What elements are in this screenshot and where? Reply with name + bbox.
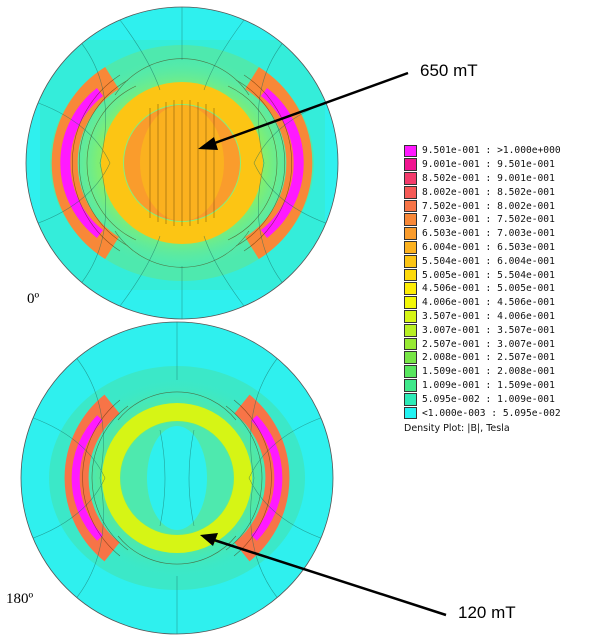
- plot-label-180deg: 180º: [6, 591, 34, 607]
- legend-entry: 5.095e-002 : 1.009e-001: [404, 392, 561, 406]
- legend-range-label: <1.000e-003 : 5.095e-002: [422, 407, 561, 419]
- legend-swatch: [404, 158, 417, 172]
- legend-range-label: 1.509e-001 : 2.008e-001: [422, 366, 555, 378]
- legend-swatch: [404, 323, 417, 337]
- legend-entry: 6.004e-001 : 6.503e-001: [404, 241, 561, 255]
- legend-swatch: [404, 296, 417, 310]
- legend-entry: 4.506e-001 : 5.005e-001: [404, 282, 561, 296]
- legend-range-label: 2.507e-001 : 3.007e-001: [422, 338, 555, 350]
- legend-entry: 3.507e-001 : 4.006e-001: [404, 310, 561, 324]
- legend-swatch: [404, 310, 417, 323]
- legend-caption: Density Plot: |B|, Tesla: [404, 422, 510, 434]
- legend-range-label: 6.004e-001 : 6.503e-001: [422, 241, 555, 253]
- legend-range-label: 8.502e-001 : 9.001e-001: [422, 172, 555, 184]
- legend-entry: 8.502e-001 : 9.001e-001: [404, 172, 561, 186]
- legend-entry: 2.008e-001 : 2.507e-001: [404, 351, 561, 365]
- legend-swatch: [404, 199, 417, 213]
- legend-entry: 2.507e-001 : 3.007e-001: [404, 337, 561, 351]
- legend-entry: 5.504e-001 : 6.004e-001: [404, 254, 561, 268]
- legend-swatch: [404, 144, 417, 158]
- legend-range-label: 5.504e-001 : 6.004e-001: [422, 255, 555, 267]
- legend-range-label: 5.095e-002 : 1.009e-001: [422, 393, 555, 405]
- legend-range-label: 9.501e-001 : >1.000e+000: [422, 145, 561, 157]
- legend-range-label: 7.003e-001 : 7.502e-001: [422, 214, 555, 226]
- legend-swatch: [404, 241, 417, 254]
- legend-range-label: 7.502e-001 : 8.002e-001: [422, 200, 555, 212]
- legend-swatch: [404, 392, 417, 406]
- legend-entry: 9.501e-001 : >1.000e+000: [404, 144, 561, 158]
- legend-swatch: [404, 227, 417, 241]
- legend-entry: 5.005e-001 : 5.504e-001: [404, 268, 561, 282]
- legend-range-label: 1.009e-001 : 1.509e-001: [422, 379, 555, 391]
- legend-entry: 4.006e-001 : 4.506e-001: [404, 296, 561, 310]
- legend-swatch: [404, 282, 417, 296]
- legend-entry: 7.003e-001 : 7.502e-001: [404, 213, 561, 227]
- legend-entry: 8.002e-001 : 8.502e-001: [404, 185, 561, 199]
- arrow-120mT: [200, 533, 447, 617]
- legend-entry: 7.502e-001 : 8.002e-001: [404, 199, 561, 213]
- legend-swatch: [404, 213, 417, 227]
- legend-range-label: 4.506e-001 : 5.005e-001: [422, 283, 555, 295]
- legend-range-label: 9.001e-001 : 9.501e-001: [422, 159, 555, 171]
- legend-swatch: [404, 379, 417, 392]
- legend-entry: 3.007e-001 : 3.507e-001: [404, 323, 561, 337]
- legend-swatch: [404, 337, 417, 351]
- legend-entry: 6.503e-001 : 7.003e-001: [404, 227, 561, 241]
- legend-swatch: [404, 172, 417, 185]
- legend-range-label: 3.507e-001 : 4.006e-001: [422, 310, 555, 322]
- legend-range-label: 5.005e-001 : 5.504e-001: [422, 269, 555, 281]
- legend-swatch: [404, 268, 417, 282]
- density-legend: 9.501e-001 : >1.000e+000 9.001e-001 : 9.5…: [404, 144, 561, 434]
- legend-swatch: [404, 254, 417, 268]
- legend-entry: 1.009e-001 : 1.509e-001: [404, 379, 561, 393]
- legend-entry: 1.509e-001 : 2.008e-001: [404, 365, 561, 379]
- legend-range-label: 8.002e-001 : 8.502e-001: [422, 186, 555, 198]
- legend-range-label: 2.008e-001 : 2.507e-001: [422, 352, 555, 364]
- plot-label-0deg: 0º: [27, 291, 40, 307]
- legend-range-label: 4.006e-001 : 4.506e-001: [422, 297, 555, 309]
- legend-rows: 9.501e-001 : >1.000e+000 9.001e-001 : 9.5…: [404, 144, 561, 420]
- legend-range-label: 6.503e-001 : 7.003e-001: [422, 228, 555, 240]
- legend-swatch: [404, 365, 417, 379]
- legend-swatch: [404, 351, 417, 365]
- legend-range-label: 3.007e-001 : 3.507e-001: [422, 324, 555, 336]
- legend-entry: 9.001e-001 : 9.501e-001: [404, 158, 561, 172]
- legend-swatch: [404, 185, 417, 199]
- annotation-120mT: 120 mT: [458, 603, 516, 622]
- density-plot-180deg: [21, 322, 333, 634]
- annotation-650mT: 650 mT: [420, 61, 478, 80]
- density-plot-0deg: [26, 7, 338, 319]
- legend-entry: <1.000e-003 : 5.095e-002: [404, 406, 561, 420]
- arrow-650mT: [198, 71, 409, 150]
- legend-swatch: [404, 406, 417, 420]
